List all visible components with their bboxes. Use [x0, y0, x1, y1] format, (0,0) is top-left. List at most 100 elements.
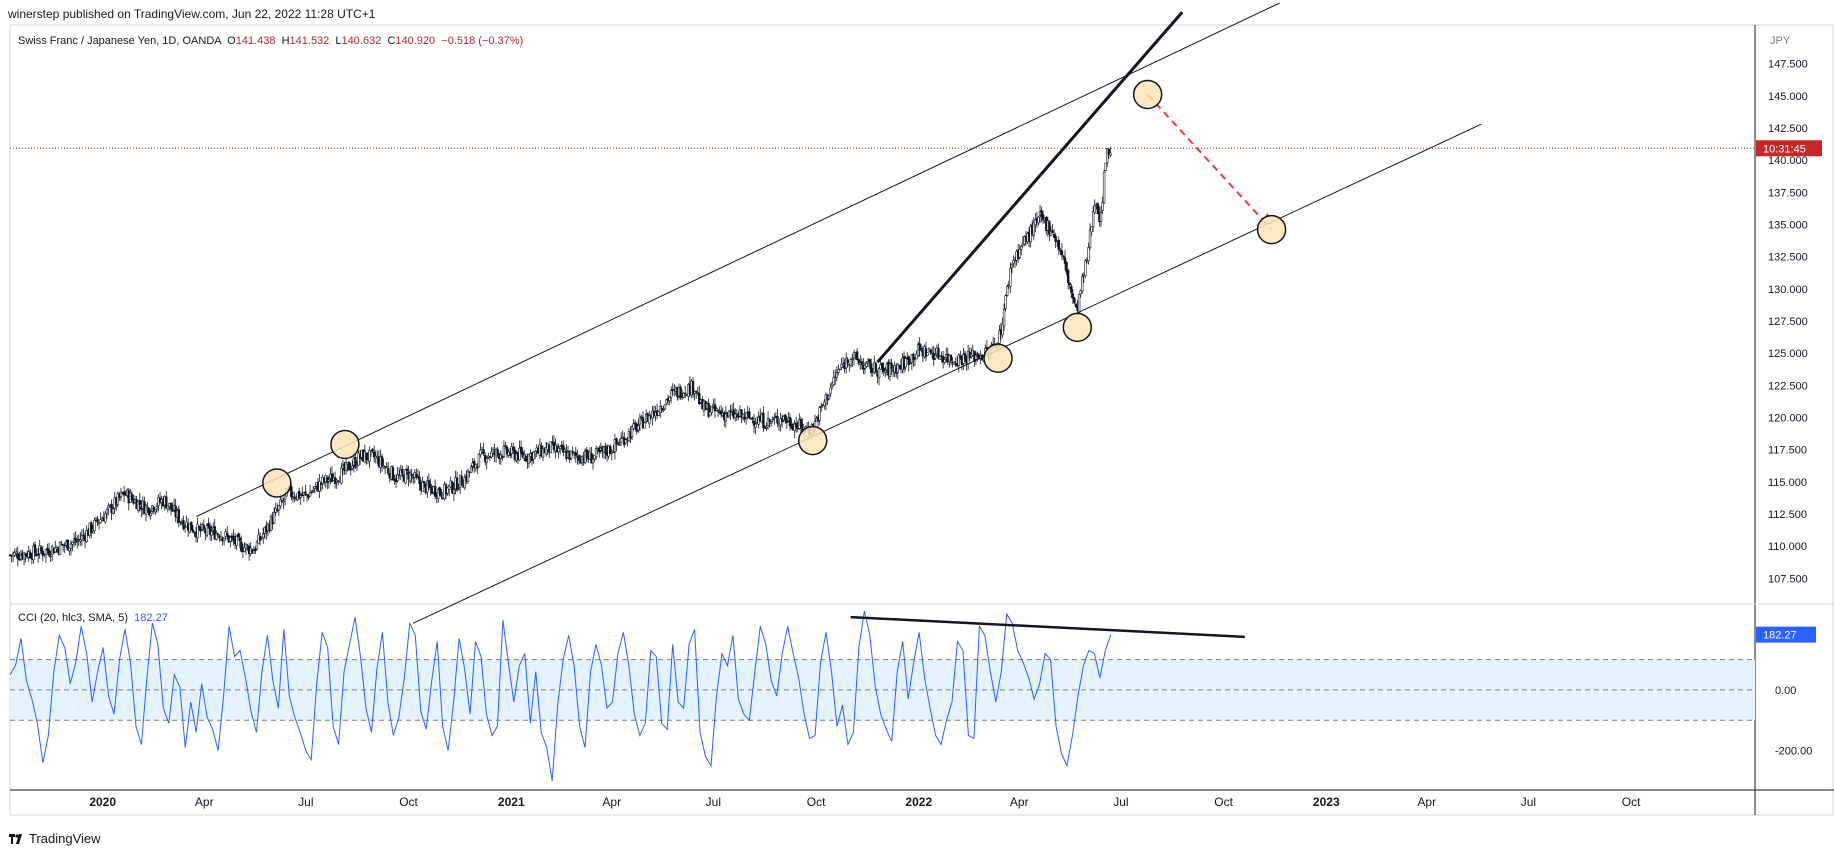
candle-body [97, 522, 101, 525]
candle-body [727, 410, 731, 417]
candle-body [707, 403, 710, 417]
candle-body [1018, 249, 1021, 259]
candle-body [693, 391, 696, 394]
candle-body [532, 451, 535, 460]
cci-value-tag-text: 182.27 [1763, 630, 1797, 642]
candle-body [155, 505, 159, 510]
candle-body [915, 353, 918, 360]
candle-body [660, 408, 663, 410]
candle-body [909, 362, 912, 364]
candle-body [668, 396, 671, 401]
candle-body [426, 480, 429, 493]
candle-body [299, 495, 302, 498]
candle-body [624, 439, 628, 444]
candle-body [504, 445, 507, 447]
currency-label: JPY [1770, 35, 1791, 47]
candle-body [340, 467, 343, 484]
candle-body [709, 411, 712, 417]
time-axis[interactable]: 2020 Apr Jul Oct 2021 Apr Jul Oct 2022 Apr Jul Oct 2… [89, 795, 1641, 809]
ohlc-legend: Swiss Franc / Japanese Yen, 1D, OANDA O1… [18, 35, 523, 47]
candle-body [1032, 222, 1035, 236]
candle-body [452, 489, 456, 494]
candle-body [327, 479, 331, 482]
candle-body [69, 543, 73, 549]
cci-tick-label: 0.00 [1775, 685, 1796, 697]
candle-body [835, 372, 839, 379]
candle-body [1062, 255, 1065, 258]
candle-body [451, 481, 454, 494]
tradingview-brand[interactable]: TradingView [9, 831, 101, 846]
candle-body [1034, 219, 1037, 226]
price-tick-label: 120.000 [1768, 412, 1808, 424]
candle-body [237, 533, 240, 538]
candle-body [896, 363, 899, 374]
price-tick-label: 110.000 [1768, 541, 1807, 553]
candle-body [29, 552, 32, 559]
candle-body [1102, 171, 1106, 204]
candle-body [85, 530, 88, 543]
candle-body [771, 418, 774, 421]
time-tick-label: Jul [298, 795, 313, 809]
time-tick-label: 2020 [89, 795, 116, 809]
candle-body [371, 448, 374, 452]
candle-body [79, 539, 82, 542]
candle-body [962, 354, 965, 364]
candle-body [505, 446, 509, 455]
candle-body [593, 455, 596, 460]
candle-body [41, 550, 45, 556]
candle-body [433, 485, 437, 497]
symbol-title[interactable]: Swiss Franc / Japanese Yen, 1D, OANDA [18, 35, 221, 47]
candle-body [1049, 230, 1053, 236]
candle-body [307, 494, 310, 498]
candle-body [1004, 295, 1007, 309]
candle-body [119, 491, 123, 498]
candle-body [90, 522, 93, 533]
candle-body [104, 513, 107, 523]
candle-body [349, 468, 352, 471]
candle-body [58, 542, 62, 555]
candle-body [669, 390, 673, 398]
high-value: 141.532 [289, 35, 330, 47]
candle-body [246, 545, 249, 547]
candle-body [1057, 239, 1060, 250]
price-tick-label: 145.000 [1768, 91, 1808, 103]
candle-body [827, 394, 831, 400]
price-tick-label: 117.500 [1768, 445, 1807, 457]
candle-body [1107, 148, 1111, 155]
low-value: 140.632 [341, 35, 382, 47]
candle-body [383, 467, 387, 469]
candle-body [1077, 294, 1081, 313]
candle-body [304, 491, 307, 494]
candle-body [485, 458, 488, 463]
candle-body [618, 443, 621, 446]
candle-body [846, 359, 849, 364]
candle-body [874, 363, 878, 372]
time-tick-label: 2023 [1313, 795, 1340, 809]
candle-body [387, 468, 390, 474]
candle-body [96, 518, 99, 523]
price-axis[interactable]: 147.500 145.000 142.500 140.000 137.500 135.0… [1756, 35, 1822, 758]
candle-body [884, 370, 887, 373]
candle-body [860, 361, 864, 365]
candle-body [998, 330, 1001, 344]
candle-body [957, 354, 960, 366]
candle-body [748, 411, 751, 419]
cci-legend: CCI (20, hlc3, SMA, 5) 182.27 [18, 612, 168, 624]
candle-body [920, 348, 923, 350]
candle-body [136, 500, 140, 511]
candle-body [615, 438, 618, 445]
candle-body [40, 547, 43, 552]
cci-label[interactable]: CCI (20, hlc3, SMA, 5) [18, 612, 129, 624]
candle-body [608, 445, 612, 455]
candle-body [144, 505, 148, 515]
candle-body [562, 445, 565, 453]
candle-body [533, 451, 537, 455]
candle-body [855, 351, 859, 361]
trendline-wedge-top [876, 11, 1184, 364]
last-price-tag [1756, 140, 1822, 157]
candle-body [385, 466, 388, 468]
candle-body [215, 532, 218, 540]
candle-body [149, 512, 152, 516]
candle-body [365, 452, 368, 460]
